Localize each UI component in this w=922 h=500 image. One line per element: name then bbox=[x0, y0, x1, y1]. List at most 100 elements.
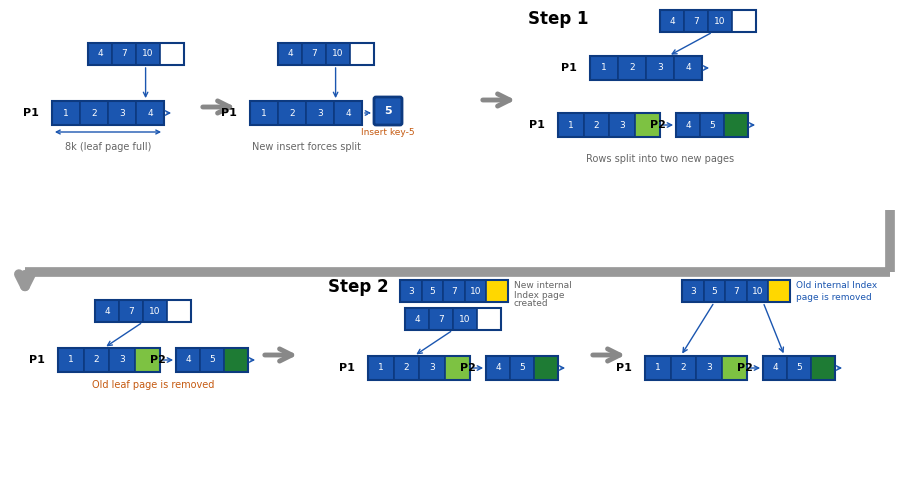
Text: P1: P1 bbox=[221, 108, 237, 118]
Text: 2: 2 bbox=[91, 108, 97, 118]
Bar bbox=[58, 348, 160, 372]
Text: 3: 3 bbox=[119, 356, 124, 364]
Text: 5: 5 bbox=[430, 286, 435, 296]
Bar bbox=[405, 308, 501, 330]
Bar bbox=[486, 356, 558, 380]
Text: 10: 10 bbox=[470, 286, 481, 296]
Bar bbox=[136, 101, 164, 125]
Bar bbox=[618, 56, 646, 80]
Bar bbox=[167, 300, 191, 322]
Text: Step 2: Step 2 bbox=[327, 278, 388, 296]
Text: 3: 3 bbox=[690, 286, 696, 296]
Text: 7: 7 bbox=[451, 286, 457, 296]
Bar bbox=[660, 10, 756, 32]
Text: P1: P1 bbox=[529, 120, 545, 130]
Text: New insert forces split: New insert forces split bbox=[252, 142, 361, 152]
Text: P1: P1 bbox=[30, 355, 45, 365]
Text: 5: 5 bbox=[709, 120, 715, 130]
Text: Old leaf page is removed: Old leaf page is removed bbox=[92, 380, 214, 390]
Bar bbox=[590, 56, 618, 80]
Bar bbox=[477, 308, 501, 330]
Text: 2: 2 bbox=[594, 120, 599, 130]
Bar bbox=[453, 308, 477, 330]
Bar bbox=[250, 101, 362, 125]
Text: 3: 3 bbox=[706, 364, 712, 372]
Bar bbox=[135, 348, 160, 372]
Bar bbox=[394, 356, 419, 380]
Text: New internal: New internal bbox=[514, 282, 572, 290]
Text: 1: 1 bbox=[68, 356, 74, 364]
Text: 4: 4 bbox=[669, 16, 675, 26]
Text: 1: 1 bbox=[378, 364, 384, 372]
Text: 4: 4 bbox=[685, 120, 691, 130]
Text: 8k (leaf page full): 8k (leaf page full) bbox=[65, 142, 151, 152]
Text: 3: 3 bbox=[119, 108, 124, 118]
Bar bbox=[95, 300, 191, 322]
Bar bbox=[419, 356, 444, 380]
Bar bbox=[510, 356, 534, 380]
Text: 7: 7 bbox=[121, 50, 127, 58]
Text: 10: 10 bbox=[149, 306, 160, 316]
Bar bbox=[465, 280, 487, 302]
Bar bbox=[176, 348, 200, 372]
Bar bbox=[58, 348, 84, 372]
Bar bbox=[250, 101, 278, 125]
Bar bbox=[609, 113, 634, 137]
Bar bbox=[700, 113, 724, 137]
Bar bbox=[84, 348, 109, 372]
Bar bbox=[160, 43, 184, 65]
Bar bbox=[703, 280, 726, 302]
Bar bbox=[684, 10, 708, 32]
Bar bbox=[444, 356, 470, 380]
Bar bbox=[634, 113, 660, 137]
Bar bbox=[584, 113, 609, 137]
Bar bbox=[405, 308, 429, 330]
Bar bbox=[558, 113, 584, 137]
Text: 4: 4 bbox=[287, 50, 293, 58]
Bar bbox=[590, 56, 702, 80]
Bar bbox=[88, 43, 184, 65]
Bar bbox=[429, 308, 453, 330]
Bar bbox=[278, 43, 374, 65]
Bar bbox=[52, 101, 164, 125]
Bar bbox=[763, 356, 835, 380]
Bar bbox=[136, 43, 160, 65]
Text: P2: P2 bbox=[150, 355, 166, 365]
Bar bbox=[302, 43, 326, 65]
Text: 4: 4 bbox=[345, 108, 350, 118]
Text: 1: 1 bbox=[261, 108, 266, 118]
Bar bbox=[350, 43, 374, 65]
Text: 7: 7 bbox=[311, 50, 317, 58]
Text: 5: 5 bbox=[519, 364, 525, 372]
Bar bbox=[708, 10, 732, 32]
Text: 1: 1 bbox=[568, 120, 573, 130]
Bar bbox=[646, 56, 674, 80]
Text: 3: 3 bbox=[408, 286, 414, 296]
Text: 10: 10 bbox=[142, 50, 154, 58]
Text: 2: 2 bbox=[290, 108, 295, 118]
Text: 1: 1 bbox=[601, 64, 607, 72]
Bar bbox=[732, 10, 756, 32]
FancyBboxPatch shape bbox=[374, 97, 402, 125]
Text: P2: P2 bbox=[650, 120, 666, 130]
Text: 10: 10 bbox=[459, 314, 471, 324]
Text: 7: 7 bbox=[733, 286, 739, 296]
Bar bbox=[334, 101, 362, 125]
Bar bbox=[660, 10, 684, 32]
Bar bbox=[726, 280, 747, 302]
Text: P2: P2 bbox=[460, 363, 476, 373]
Text: 10: 10 bbox=[715, 16, 726, 26]
Text: 1: 1 bbox=[63, 108, 69, 118]
Bar bbox=[443, 280, 465, 302]
Text: 5: 5 bbox=[209, 356, 215, 364]
Bar bbox=[486, 356, 510, 380]
Text: P1: P1 bbox=[616, 363, 632, 373]
Bar bbox=[88, 43, 112, 65]
Text: Rows split into two new pages: Rows split into two new pages bbox=[586, 154, 734, 164]
Text: Insert key-5: Insert key-5 bbox=[361, 128, 415, 137]
Text: 10: 10 bbox=[332, 50, 344, 58]
Bar bbox=[676, 113, 700, 137]
Bar bbox=[278, 101, 306, 125]
Text: 5: 5 bbox=[712, 286, 717, 296]
Bar bbox=[724, 113, 748, 137]
